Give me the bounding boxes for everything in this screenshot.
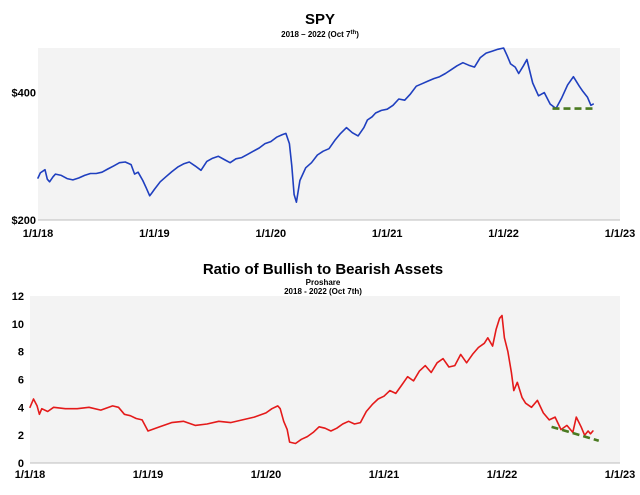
ratio-y-tick-label: 0 <box>18 458 24 470</box>
spy-x-tick-label: 1/1/18 <box>23 228 54 240</box>
ratio-axes: 0 2 4 6 8 10 12 1/1/18 1/1/19 1/1/20 1/1/21 1/1/22 1… <box>12 291 636 481</box>
ratio-chart-subtitle-2: 2018 - 2022 (Oct 7th) <box>284 287 362 296</box>
ratio-x-tick-label: 1/1/20 <box>251 469 282 481</box>
spy-series-layer <box>37 47 595 203</box>
ratio-y-tick-label: 6 <box>18 375 24 387</box>
ratio-x-tick-label: 1/1/18 <box>15 469 46 481</box>
spy-chart-title: SPY <box>305 11 335 28</box>
ratio-chart-subtitle: Proshare <box>306 278 341 287</box>
spy-x-tick-label: 1/1/21 <box>372 228 403 240</box>
spy-y-tick-label: $400 <box>12 88 36 100</box>
spy-x-tick-label: 1/1/19 <box>139 228 170 240</box>
spy-chart: SPY 2018 – 2022 (Oct 7th) $200 $400 1/1/18… <box>12 11 636 240</box>
ratio-series-layer <box>29 314 600 445</box>
spy-y-tick-label: $200 <box>12 215 36 227</box>
spy-plot-area <box>38 48 620 220</box>
spy-subtitle-tail: ) <box>356 30 359 39</box>
ratio-x-tick-label: 1/1/21 <box>369 469 400 481</box>
ratio-x-tick-label: 1/1/19 <box>133 469 164 481</box>
ratio-y-tick-label: 4 <box>18 402 25 414</box>
ratio-y-tick-label: 10 <box>12 319 24 331</box>
ratio-x-tick-label: 1/1/23 <box>605 469 636 481</box>
spy-subtitle-text: 2018 – 2022 (Oct 7 <box>281 30 351 39</box>
spy-x-tick-label: 1/1/23 <box>605 228 636 240</box>
ratio-y-tick-label: 2 <box>18 430 24 442</box>
spy-x-tick-label: 1/1/22 <box>488 228 519 240</box>
spy-subtitle-sup: th <box>351 30 357 36</box>
ratio-chart-title: Ratio of Bullish to Bearish Assets <box>203 261 443 278</box>
ratio-chart: Ratio of Bullish to Bearish Assets Prosh… <box>12 261 636 481</box>
ratio-plot-area <box>30 296 620 463</box>
ratio-y-tick-label: 8 <box>18 347 24 359</box>
ratio-x-tick-label: 1/1/22 <box>487 469 518 481</box>
ratio-y-tick-label: 12 <box>12 291 24 303</box>
spy-series-line <box>37 47 595 203</box>
spy-x-tick-label: 1/1/20 <box>256 228 287 240</box>
ratio-series-line <box>29 314 594 445</box>
spy-axes: $200 $400 1/1/18 1/1/19 1/1/20 1/1/21 1/1/22 1/… <box>12 88 636 240</box>
ratio-trendline <box>551 425 600 442</box>
spy-chart-subtitle: 2018 – 2022 (Oct 7th) <box>281 30 359 39</box>
